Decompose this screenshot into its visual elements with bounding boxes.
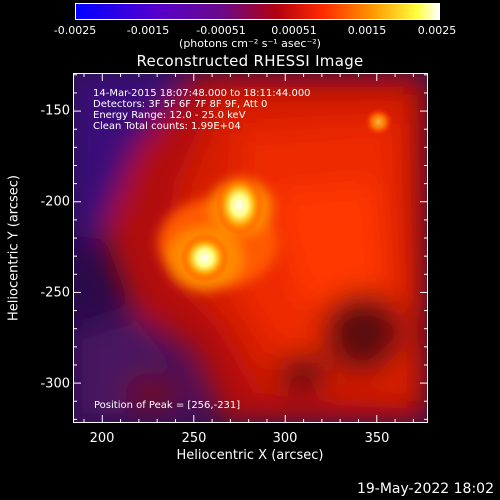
plot-frame <box>73 73 428 423</box>
peak-position-label: Position of Peak = [256,-231] <box>94 400 240 411</box>
colorbar <box>75 3 440 20</box>
y-tick-label: -150 <box>40 103 70 119</box>
x-tick-label: 300 <box>272 431 298 446</box>
heatmap-plot: 14-Mar-2015 18:07:48.000 to 18:11:44.000… <box>73 73 428 423</box>
datestamp: 19-May-2022 18:02 <box>356 481 494 497</box>
source-peak <box>215 175 264 236</box>
x-axis-label: Heliocentric X (arcsec) <box>176 448 324 463</box>
colorbar-tick-label: 0.0025 <box>417 24 457 37</box>
source-peak <box>364 107 393 136</box>
x-tick-label: 250 <box>181 431 207 446</box>
annotation-line: 14-Mar-2015 18:07:48.000 to 18:11:44.000 <box>93 88 311 99</box>
colorbar-tick-label: 0.0015 <box>347 24 387 37</box>
colorbar-tick-label: -0.0025 <box>53 24 97 37</box>
sources-layer <box>180 107 393 282</box>
annotation-line: Energy Range: 12.0 - 25.0 keV <box>93 110 246 121</box>
x-tick-label: 350 <box>364 431 390 446</box>
colorbar-units: (photons cm⁻² s⁻¹ asec⁻²) <box>179 37 321 50</box>
y-axis-label: Heliocentric Y (arcsec) <box>6 175 22 321</box>
annotation-line: Clean Total counts: 1.99E+04 <box>93 121 241 132</box>
colorbar-tick-label: -0.0015 <box>126 24 170 37</box>
source-peak <box>180 233 229 282</box>
y-tick-label: -300 <box>40 376 70 392</box>
annotation-layer: 14-Mar-2015 18:07:48.000 to 18:11:44.000… <box>93 88 311 411</box>
axis-ticks <box>73 73 428 423</box>
colorbar-tick-label: 0.00051 <box>271 24 317 37</box>
y-tick-label: -250 <box>40 285 70 301</box>
x-tick-label: 200 <box>89 431 115 446</box>
y-tick-label: -200 <box>40 194 70 210</box>
chart-title: Reconstructed RHESSI Image <box>136 52 364 70</box>
colorbar-tick-label: -0.00051 <box>196 24 246 37</box>
annotation-line: Detectors: 3F 5F 6F 7F 8F 9F, Att 0 <box>93 99 267 110</box>
